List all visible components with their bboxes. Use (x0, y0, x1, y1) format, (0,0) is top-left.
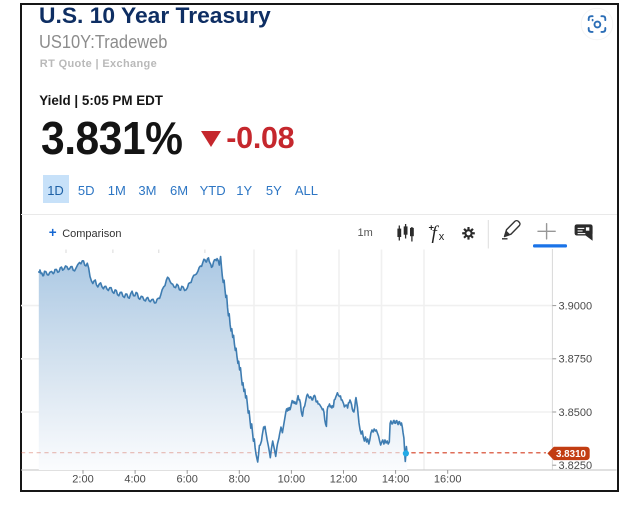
svg-text:8:00: 8:00 (229, 474, 250, 486)
svg-text:10:00: 10:00 (278, 474, 306, 486)
svg-text:+: + (429, 223, 435, 234)
svg-text:x: x (439, 231, 445, 243)
svg-text:f: f (432, 223, 440, 244)
svg-text:16:00: 16:00 (434, 474, 462, 486)
svg-text:4:00: 4:00 (124, 474, 145, 486)
svg-text:12:00: 12:00 (330, 474, 358, 486)
svg-text:6:00: 6:00 (176, 474, 197, 486)
svg-text:3.8500: 3.8500 (559, 407, 593, 419)
svg-text:3.8250: 3.8250 (559, 460, 593, 472)
svg-text:2:00: 2:00 (72, 474, 93, 486)
svg-text:14:00: 14:00 (382, 474, 410, 486)
svg-text:3.8750: 3.8750 (559, 354, 593, 366)
svg-text:3.9000: 3.9000 (559, 301, 593, 313)
svg-text:3.8310: 3.8310 (556, 449, 587, 460)
